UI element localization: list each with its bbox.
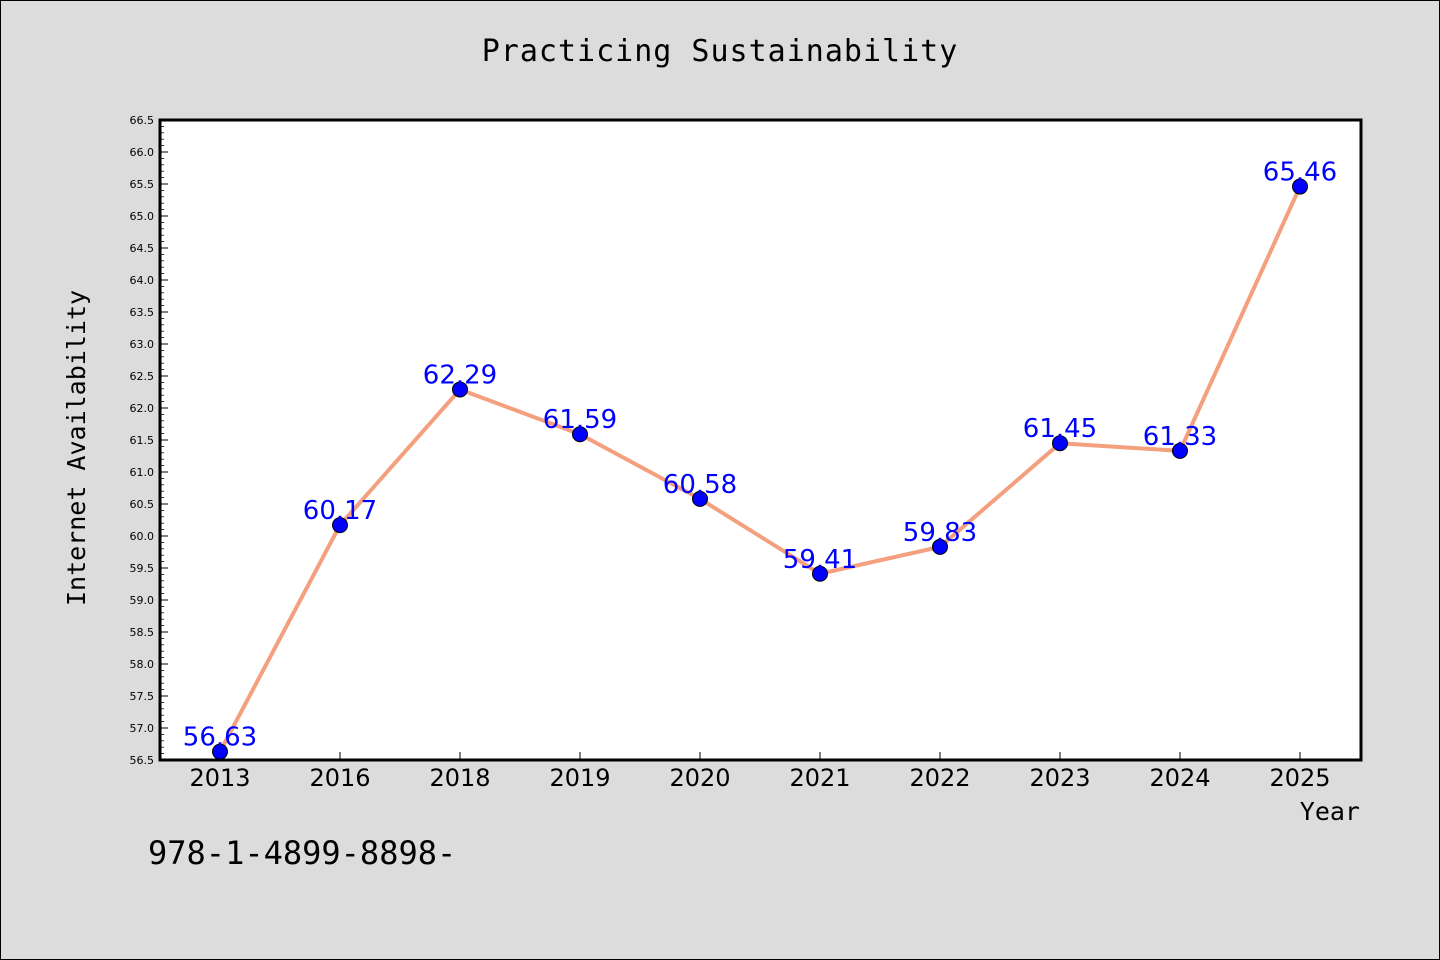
data-label: 59.83 — [903, 518, 977, 548]
data-point — [692, 490, 708, 507]
y-tick-label: 65.5 — [130, 178, 155, 191]
x-tick-label: 2020 — [669, 764, 730, 792]
y-tick-label: 56.5 — [130, 754, 155, 767]
y-tick-label: 64.0 — [130, 274, 155, 287]
data-label: 60.58 — [663, 470, 737, 500]
data-label: 61.59 — [543, 405, 617, 435]
series-group: 56.63 60.17 62.29 61.59 60.58 59.41 59.83 61.45… — [183, 158, 1337, 760]
y-tick-label: 58.0 — [130, 658, 155, 671]
data-label: 59.41 — [783, 545, 857, 575]
y-tick-label: 62.0 — [130, 402, 155, 415]
y-tick-label: 62.5 — [130, 370, 155, 383]
y-tick-label: 60.5 — [130, 498, 155, 511]
y-tick-label: 64.5 — [130, 242, 155, 255]
x-tick-label: 2013 — [189, 764, 250, 792]
data-point — [1172, 442, 1188, 459]
x-tick-label: 2024 — [1149, 764, 1210, 792]
x-tick-label: 2022 — [909, 764, 970, 792]
y-tick-label: 66.0 — [130, 146, 155, 159]
data-point — [452, 381, 468, 398]
y-tick-label: 63.5 — [130, 306, 155, 319]
y-tick-label: 57.0 — [130, 722, 155, 735]
y-axis: 56.5 57.0 57.5 58.0 58.5 59.0 59.5 60.0 60.5 61.0… — [130, 114, 168, 767]
data-label: 56.63 — [183, 723, 257, 753]
data-point — [572, 426, 588, 443]
data-label: 61.45 — [1023, 414, 1097, 444]
x-tick-label: 2025 — [1269, 764, 1330, 792]
series-line — [218, 185, 1302, 753]
data-label: 60.17 — [303, 496, 377, 526]
y-tick-label: 61.5 — [130, 434, 155, 447]
y-tick-label: 58.5 — [130, 626, 155, 639]
y-tick-label: 60.0 — [130, 530, 155, 543]
data-point — [932, 538, 948, 555]
data-point — [1292, 178, 1308, 195]
x-tick-label: 2021 — [789, 764, 850, 792]
x-tick-label: 2019 — [549, 764, 610, 792]
x-axis: 2013 2016 2018 2019 2020 2021 2022 2023 2024 2025 — [189, 752, 1331, 792]
footer-text: 978-1-4899-8898- — [148, 834, 457, 872]
data-label: 61.33 — [1143, 422, 1217, 452]
y-tick-label: 59.5 — [130, 562, 155, 575]
data-point — [212, 743, 228, 760]
y-tick-label: 61.0 — [130, 466, 155, 479]
x-tick-label: 2016 — [309, 764, 370, 792]
data-point — [812, 565, 828, 582]
y-tick-label: 65.0 — [130, 210, 155, 223]
y-axis-label: Internet Availability — [62, 290, 91, 606]
y-tick-label: 57.5 — [130, 690, 155, 703]
data-label: 65.46 — [1263, 158, 1337, 188]
data-point — [1052, 435, 1068, 452]
chart-title: Practicing Sustainability — [481, 34, 959, 69]
y-tick-label: 66.5 — [130, 114, 155, 127]
x-axis-label: Year — [1300, 797, 1360, 826]
data-label: 62.29 — [423, 360, 497, 390]
plot-area — [158, 118, 1363, 762]
data-point — [332, 517, 348, 534]
y-tick-label: 63.0 — [130, 338, 155, 351]
x-tick-label: 2018 — [429, 764, 490, 792]
y-tick-label: 59.0 — [130, 594, 155, 607]
x-tick-label: 2023 — [1029, 764, 1090, 792]
